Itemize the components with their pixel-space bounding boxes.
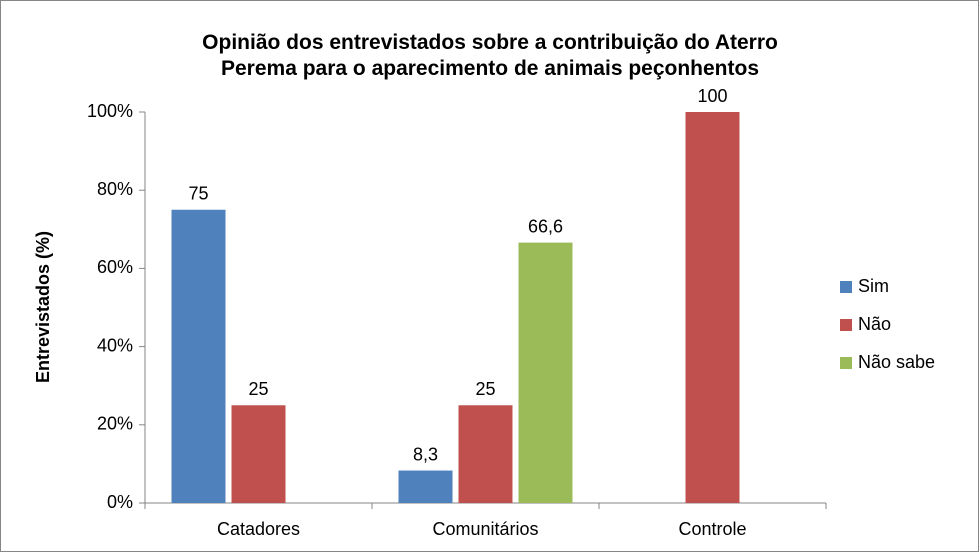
data-label: 100: [697, 86, 727, 106]
x-tick-label: Comunitários: [432, 519, 538, 539]
bar: [458, 405, 513, 503]
y-tick-label: 0%: [107, 492, 133, 512]
bar: [398, 470, 453, 503]
y-tick-label: 60%: [97, 257, 133, 277]
y-tick-label: 80%: [97, 179, 133, 199]
legend-label: Não: [858, 314, 891, 334]
x-tick-label: Catadores: [217, 519, 300, 539]
legend-swatch: [840, 281, 852, 293]
y-axis-label: Entrevistados (%): [33, 231, 53, 383]
bar: [231, 405, 286, 503]
y-tick-label: 20%: [97, 414, 133, 434]
legend-swatch: [840, 357, 852, 369]
data-label: 25: [248, 379, 268, 399]
data-label: 66,6: [528, 216, 563, 236]
data-label: 25: [475, 379, 495, 399]
bar: [685, 112, 740, 503]
bar: [518, 242, 573, 503]
legend-label: Sim: [858, 276, 889, 296]
data-label: 8,3: [413, 444, 438, 464]
legend-swatch: [840, 319, 852, 331]
bar: [171, 209, 226, 503]
legend-label: Não sabe: [858, 352, 935, 372]
y-tick-label: 100%: [87, 101, 133, 121]
y-tick-label: 40%: [97, 335, 133, 355]
chart-title: Opinião dos entrevistados sobre a contri…: [202, 31, 778, 80]
x-tick-label: Controle: [678, 519, 746, 539]
data-label: 75: [188, 184, 208, 204]
